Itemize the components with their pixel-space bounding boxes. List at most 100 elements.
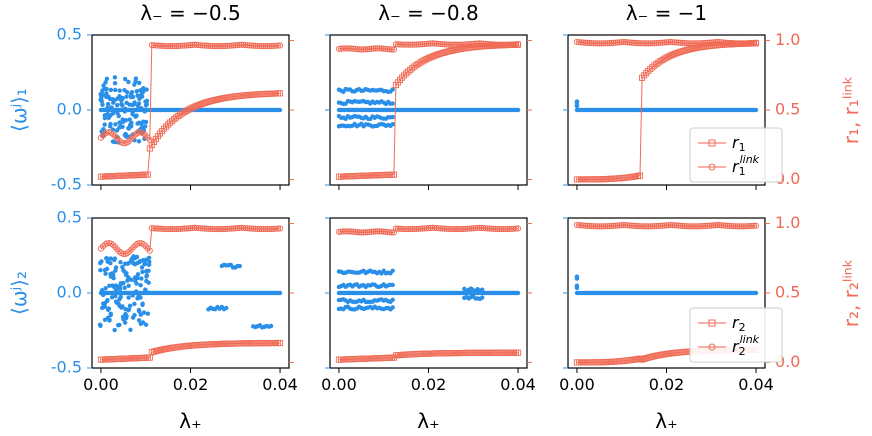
r-link-marker bbox=[195, 42, 202, 49]
r-link-marker bbox=[350, 228, 357, 235]
r-marker bbox=[205, 98, 212, 105]
r-link-marker bbox=[213, 226, 221, 233]
r-link-marker bbox=[160, 225, 168, 233]
r-link-marker bbox=[189, 41, 196, 48]
r-link-marker bbox=[614, 222, 621, 229]
omega-point bbox=[515, 290, 521, 296]
r-link-marker bbox=[238, 41, 245, 48]
r-marker bbox=[645, 67, 652, 75]
omega-point bbox=[144, 102, 150, 107]
r-link-marker bbox=[104, 240, 111, 247]
r-link-marker bbox=[441, 41, 448, 48]
right-axis-label: r₁, r₁ˡⁱⁿᵏ bbox=[839, 76, 863, 145]
r-link-marker bbox=[445, 225, 452, 232]
r-link-marker bbox=[476, 40, 483, 47]
r-link-marker bbox=[580, 39, 587, 46]
r-link-marker bbox=[596, 223, 603, 230]
omega-point bbox=[120, 124, 125, 129]
r-link-marker bbox=[447, 225, 454, 233]
omega-point bbox=[146, 268, 151, 274]
r-marker bbox=[276, 90, 284, 97]
r-link-marker bbox=[232, 225, 239, 232]
r-marker bbox=[681, 47, 688, 54]
r-link-marker bbox=[230, 225, 237, 232]
r-marker bbox=[679, 48, 686, 55]
r-link-marker bbox=[659, 222, 666, 229]
r-marker bbox=[643, 355, 650, 362]
x-tick-label: 0.00 bbox=[559, 375, 595, 394]
omega-point bbox=[100, 92, 105, 97]
r-link-marker bbox=[425, 40, 432, 47]
omega-point bbox=[101, 127, 106, 132]
r-link-marker bbox=[207, 225, 214, 232]
r-link-marker bbox=[352, 228, 359, 236]
r-link-marker bbox=[594, 223, 601, 230]
r-link-marker bbox=[710, 222, 717, 229]
r-link-marker bbox=[681, 40, 688, 47]
r-link-marker bbox=[500, 226, 507, 233]
r-link-marker bbox=[337, 45, 345, 52]
x-tick-label: 0.04 bbox=[500, 375, 536, 394]
r-link-marker bbox=[667, 221, 674, 229]
r-link-marker bbox=[752, 222, 760, 229]
r-link-marker bbox=[439, 225, 446, 232]
r-link-marker bbox=[677, 222, 684, 229]
r-link-marker bbox=[360, 46, 367, 53]
r-link-marker bbox=[236, 41, 243, 48]
r-link-marker bbox=[472, 40, 479, 47]
r-link-marker bbox=[588, 223, 595, 230]
r-marker bbox=[163, 123, 170, 130]
r-link-marker bbox=[696, 40, 703, 47]
r-link-marker bbox=[183, 42, 190, 49]
r-link-marker bbox=[586, 222, 593, 230]
r-link-marker bbox=[492, 225, 499, 232]
r-link-marker bbox=[396, 225, 404, 232]
panel-1-1: 0.5 0.0 -0.5 bbox=[51, 25, 294, 194]
r-link-marker bbox=[264, 226, 271, 233]
r-link-marker bbox=[498, 41, 505, 48]
omega-point bbox=[138, 295, 143, 300]
r-link-marker bbox=[224, 42, 231, 49]
r-link-marker bbox=[645, 40, 652, 47]
r-link-marker bbox=[712, 222, 719, 229]
r-link-marker bbox=[130, 244, 137, 251]
r-link-marker bbox=[630, 222, 637, 229]
omega-point bbox=[102, 122, 107, 127]
r-link-marker bbox=[419, 225, 426, 232]
r-marker bbox=[171, 116, 178, 123]
r-link-marker bbox=[628, 39, 635, 46]
r-link-marker bbox=[335, 228, 343, 235]
r-link-marker bbox=[484, 225, 491, 232]
omega-point bbox=[112, 327, 117, 333]
r-link-marker bbox=[592, 223, 599, 230]
r-link-marker bbox=[474, 40, 481, 47]
r-link-marker bbox=[258, 43, 265, 50]
r-link-marker bbox=[714, 221, 721, 229]
r-link-marker bbox=[185, 42, 192, 49]
r-link-marker bbox=[104, 129, 111, 136]
r-link-marker bbox=[234, 225, 241, 232]
legend-label-link: r2link bbox=[732, 333, 760, 358]
r-marker bbox=[187, 105, 194, 112]
omega-point bbox=[104, 91, 109, 96]
r-link-marker bbox=[622, 222, 629, 229]
r-link-marker bbox=[584, 222, 591, 229]
r-link-marker bbox=[256, 225, 263, 233]
omega-point bbox=[113, 122, 118, 127]
r-link-marker bbox=[401, 41, 408, 48]
omega-point bbox=[103, 286, 108, 291]
r-link-marker bbox=[472, 225, 479, 232]
r-link-marker bbox=[372, 45, 379, 52]
r-link-marker bbox=[266, 42, 273, 50]
r-link-marker bbox=[248, 225, 255, 232]
omega-point bbox=[104, 76, 110, 81]
r-marker bbox=[167, 119, 174, 126]
r-link-marker bbox=[181, 225, 188, 232]
r-link-marker bbox=[698, 223, 705, 230]
omega-point bbox=[130, 94, 136, 100]
r-link-marker bbox=[276, 225, 284, 232]
r-link-marker bbox=[163, 225, 170, 233]
left-axis-label: ⟨ωʲ⟩₂ bbox=[7, 271, 31, 315]
r-link-marker bbox=[744, 223, 751, 230]
r-marker bbox=[148, 349, 155, 356]
